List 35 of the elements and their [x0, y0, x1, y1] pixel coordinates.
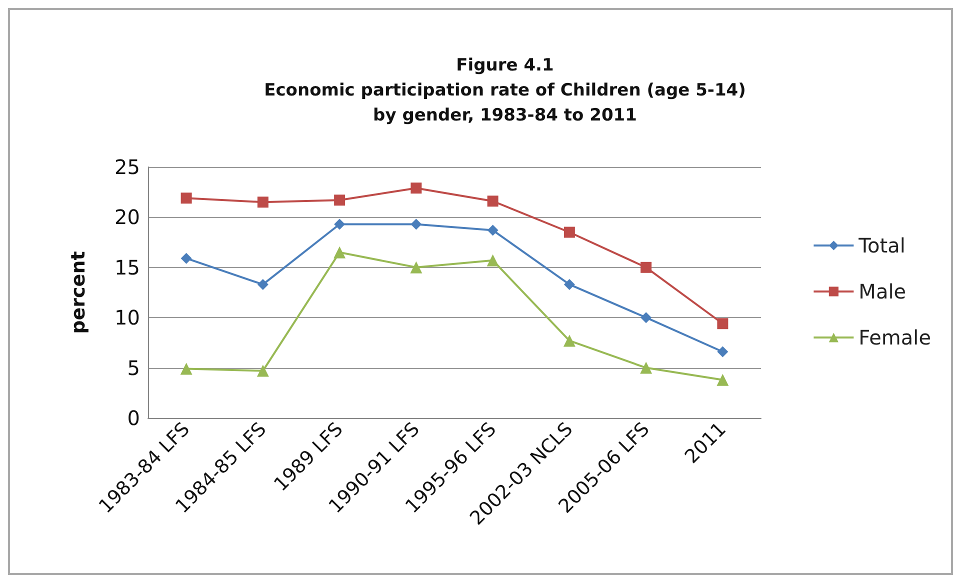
y-tick-label: 10 [114, 306, 140, 330]
y-tick-label: 20 [114, 205, 140, 230]
point [717, 318, 728, 330]
point [257, 196, 268, 208]
point [486, 254, 499, 266]
y-tick-label: 25 [114, 155, 140, 179]
point [716, 374, 729, 386]
legend-label: Female [858, 326, 932, 350]
point [334, 194, 346, 206]
point [180, 252, 192, 264]
point [564, 226, 575, 238]
point [180, 192, 192, 204]
point [410, 182, 422, 194]
point [410, 218, 422, 230]
y-tick-label: 0 [127, 406, 140, 430]
legend-label: Male [858, 280, 906, 304]
point [564, 278, 575, 290]
point [334, 218, 346, 230]
point [487, 224, 498, 236]
y-tick-label: 5 [127, 356, 140, 380]
point [334, 246, 346, 258]
point [410, 261, 422, 274]
point [257, 278, 268, 290]
point [640, 362, 652, 374]
y-axis-title: percent [68, 251, 90, 334]
point [717, 346, 728, 358]
point [640, 312, 652, 324]
point [640, 262, 652, 273]
chart-title: Figure 4.1 Economic participation rate of Children (age 5-14) by gender, 1983-84 to 2011 [264, 56, 746, 126]
legend-label: Total [858, 234, 906, 258]
point [256, 364, 269, 377]
point [563, 334, 576, 347]
y-tick-label: 15 [114, 255, 140, 280]
point [180, 362, 192, 375]
point [487, 196, 498, 207]
